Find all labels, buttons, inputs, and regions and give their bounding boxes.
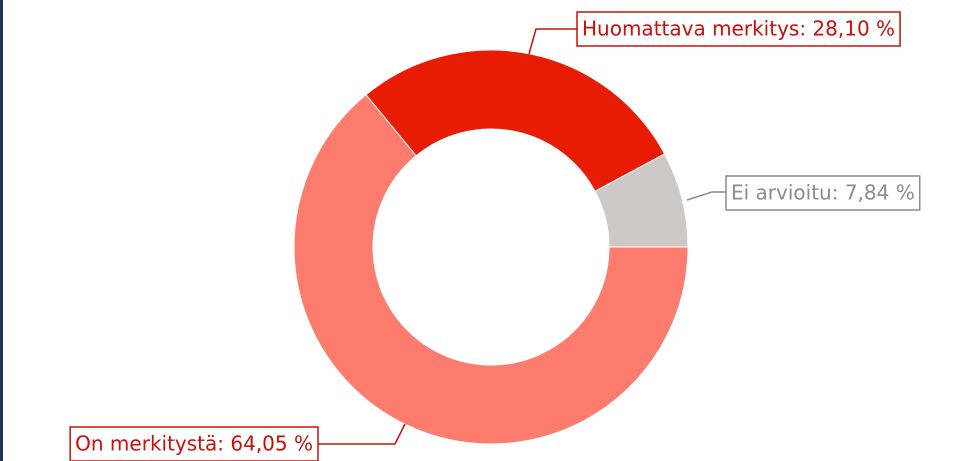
label-box xyxy=(69,426,319,461)
data-label: On merkitystä: 64,05 % xyxy=(75,432,313,456)
donut-segment xyxy=(365,49,666,192)
label-box xyxy=(725,175,921,211)
leader-line xyxy=(528,28,577,55)
leader-line xyxy=(686,191,726,201)
data-label: Huomattava merkitys: 28,10 % xyxy=(582,17,895,41)
label-box xyxy=(576,11,901,47)
left-border xyxy=(0,0,3,461)
data-label: Ei arvioitu: 7,84 % xyxy=(731,181,915,205)
donut-segment xyxy=(293,94,689,445)
leader-line xyxy=(318,423,406,445)
